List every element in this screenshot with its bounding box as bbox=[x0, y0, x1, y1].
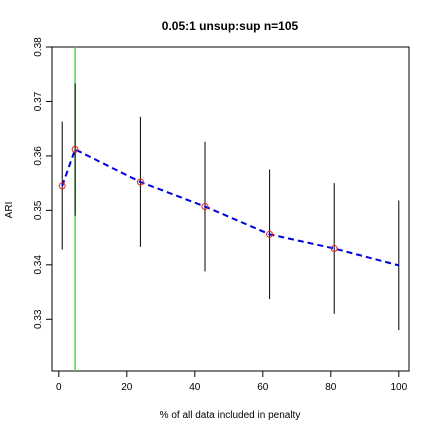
x-tick-label: 60 bbox=[257, 382, 269, 393]
x-tick-label: 80 bbox=[325, 382, 337, 393]
data-point bbox=[201, 203, 209, 211]
x-tick-label: 0 bbox=[56, 382, 62, 393]
y-tick-label: 0.36 bbox=[33, 146, 44, 166]
y-tick-label: 0.38 bbox=[33, 37, 44, 57]
y-tick-label: 0.35 bbox=[33, 200, 44, 220]
data-point bbox=[136, 178, 144, 186]
plot-content bbox=[58, 47, 400, 371]
data-point bbox=[58, 182, 66, 190]
chart-title: 0.05:1 unsup:sup n=105 bbox=[162, 19, 299, 33]
y-tick-label: 0.37 bbox=[33, 91, 44, 111]
y-tick-label: 0.33 bbox=[33, 309, 44, 329]
series-line bbox=[61, 147, 400, 267]
y-axis-label: ARI bbox=[4, 202, 15, 219]
data-point bbox=[266, 230, 274, 238]
data-point bbox=[71, 145, 79, 153]
x-tick-label: 100 bbox=[390, 382, 407, 393]
data-point bbox=[330, 244, 338, 252]
x-axis-label: % of all data included in penalty bbox=[160, 410, 301, 421]
y-axis: 0.33 0.34 0.35 0.36 0.37 0.38 bbox=[33, 37, 52, 329]
x-tick-label: 20 bbox=[121, 382, 133, 393]
x-axis: 0 20 40 60 80 100 bbox=[56, 371, 408, 393]
plot-frame bbox=[51, 46, 410, 372]
y-tick-label: 0.34 bbox=[33, 255, 44, 275]
x-tick-label: 40 bbox=[189, 382, 201, 393]
